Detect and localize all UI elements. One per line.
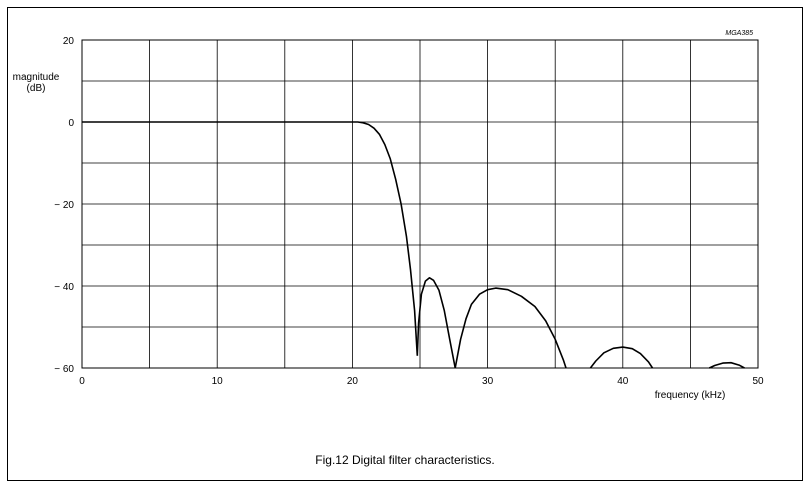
y-axis-label-line1: magnitude [13, 72, 60, 83]
y-tick-label: − 40 [54, 282, 74, 293]
x-tick-label: 20 [347, 376, 359, 387]
y-tick-label: − 60 [54, 364, 74, 375]
grid [82, 40, 758, 368]
y-tick-label: 0 [68, 118, 74, 129]
plot-border [81, 39, 759, 369]
figure-code: MGA385 [725, 30, 753, 37]
x-axis-label: frequency (kHz) [655, 390, 726, 401]
figure-frame [7, 7, 803, 481]
x-tick-label: 30 [482, 376, 494, 387]
series-layer [82, 121, 745, 369]
response-curve-segment [416, 276, 456, 369]
response-curve-segment [454, 287, 567, 369]
x-tick-label: 40 [617, 376, 629, 387]
x-tick-label: 10 [212, 376, 224, 387]
x-tick-label: 50 [752, 376, 764, 387]
response-curve-segment [708, 361, 745, 369]
figure-caption: Fig.12 Digital filter characteristics. [315, 453, 494, 467]
y-tick-label: 20 [63, 36, 75, 47]
response-curve-segment [82, 121, 419, 356]
tick-labels: 0 10 20 30 40 50 20 0 − 20 − 40 − 60 [54, 36, 764, 387]
response-curve-segment [589, 346, 654, 369]
y-tick-label: − 20 [54, 200, 74, 211]
y-axis-label-line2: (dB) [27, 83, 46, 94]
x-tick-label: 0 [79, 376, 85, 387]
